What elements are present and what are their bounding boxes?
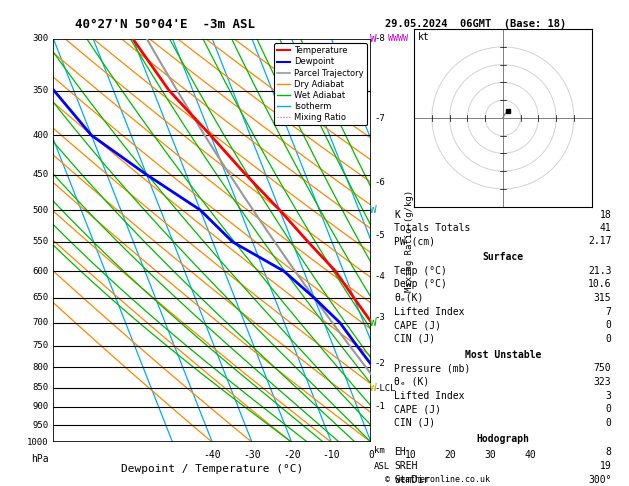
Text: 3: 3 (606, 391, 611, 400)
Text: SREH: SREH (394, 461, 418, 471)
Text: 1000: 1000 (27, 438, 48, 447)
Text: 950: 950 (33, 420, 48, 430)
Text: -LCL: -LCL (374, 384, 396, 394)
Text: -1: -1 (374, 402, 385, 412)
Text: PW (cm): PW (cm) (394, 236, 435, 246)
Text: km: km (374, 446, 385, 455)
Text: -40: -40 (203, 451, 221, 460)
Text: -20: -20 (283, 451, 301, 460)
Text: 0: 0 (606, 334, 611, 344)
Text: 350: 350 (33, 86, 48, 95)
Text: 30: 30 (484, 451, 496, 460)
Text: Dewp (°C): Dewp (°C) (394, 279, 447, 289)
Text: 400: 400 (33, 131, 48, 140)
Text: CIN (J): CIN (J) (394, 334, 435, 344)
Text: Pressure (mb): Pressure (mb) (394, 364, 470, 373)
Text: CIN (J): CIN (J) (394, 418, 435, 428)
Text: CAPE (J): CAPE (J) (394, 404, 442, 414)
Text: K: K (394, 210, 400, 221)
Text: © weatheronline.co.uk: © weatheronline.co.uk (385, 474, 490, 484)
Text: 315: 315 (594, 293, 611, 303)
Text: 0: 0 (606, 418, 611, 428)
Text: 8: 8 (606, 448, 611, 457)
Text: W: W (370, 34, 377, 44)
Text: 40°27'N 50°04'E  -3m ASL: 40°27'N 50°04'E -3m ASL (75, 18, 255, 31)
Text: 450: 450 (33, 170, 48, 179)
Text: W: W (370, 205, 377, 215)
Text: 10: 10 (405, 451, 416, 460)
Text: 323: 323 (594, 377, 611, 387)
Text: -8: -8 (374, 35, 385, 43)
Text: -2: -2 (374, 359, 385, 368)
Text: 550: 550 (33, 238, 48, 246)
Text: W: W (370, 318, 377, 328)
Text: 700: 700 (33, 318, 48, 327)
Text: 21.3: 21.3 (588, 266, 611, 276)
Text: StmDir: StmDir (394, 475, 430, 485)
Text: -6: -6 (374, 177, 385, 187)
Text: -4: -4 (374, 272, 385, 281)
Text: 19: 19 (599, 461, 611, 471)
Text: 40: 40 (524, 451, 536, 460)
Text: kt: kt (418, 32, 430, 42)
Text: Hodograph: Hodograph (476, 434, 530, 444)
Text: 7: 7 (606, 307, 611, 316)
Text: 41: 41 (599, 224, 611, 233)
Text: 0: 0 (606, 320, 611, 330)
Text: 650: 650 (33, 294, 48, 302)
Text: 750: 750 (594, 364, 611, 373)
Text: 500: 500 (33, 206, 48, 214)
Text: W: W (370, 383, 377, 393)
Text: 600: 600 (33, 267, 48, 276)
Text: 20: 20 (445, 451, 457, 460)
Text: θₑ (K): θₑ (K) (394, 377, 430, 387)
Text: WWWW: WWWW (388, 35, 408, 43)
Text: Temp (°C): Temp (°C) (394, 266, 447, 276)
Text: 900: 900 (33, 402, 48, 412)
Text: -30: -30 (243, 451, 261, 460)
Text: 800: 800 (33, 363, 48, 372)
Text: Totals Totals: Totals Totals (394, 224, 470, 233)
Text: 29.05.2024  06GMT  (Base: 18): 29.05.2024 06GMT (Base: 18) (385, 19, 566, 30)
Text: 300°: 300° (588, 475, 611, 485)
Text: Most Unstable: Most Unstable (465, 350, 541, 360)
Text: -7: -7 (374, 114, 385, 122)
Text: EH: EH (394, 448, 406, 457)
Text: θₑ(K): θₑ(K) (394, 293, 424, 303)
Text: 0: 0 (368, 451, 374, 460)
Text: Surface: Surface (482, 252, 523, 262)
Text: Lifted Index: Lifted Index (394, 391, 465, 400)
Text: 850: 850 (33, 383, 48, 392)
Text: -5: -5 (374, 231, 385, 240)
Text: Mixing Ratio (g/kg): Mixing Ratio (g/kg) (404, 190, 414, 292)
Text: 750: 750 (33, 341, 48, 350)
Text: Dewpoint / Temperature (°C): Dewpoint / Temperature (°C) (121, 465, 303, 474)
Text: -10: -10 (323, 451, 340, 460)
Text: hPa: hPa (31, 454, 48, 464)
Text: 300: 300 (33, 35, 48, 43)
Text: 18: 18 (599, 210, 611, 221)
Text: 10.6: 10.6 (588, 279, 611, 289)
Text: 2.17: 2.17 (588, 236, 611, 246)
Text: ASL: ASL (374, 463, 391, 471)
Text: 0: 0 (606, 404, 611, 414)
Legend: Temperature, Dewpoint, Parcel Trajectory, Dry Adiabat, Wet Adiabat, Isotherm, Mi: Temperature, Dewpoint, Parcel Trajectory… (274, 43, 367, 125)
Text: CAPE (J): CAPE (J) (394, 320, 442, 330)
Text: Lifted Index: Lifted Index (394, 307, 465, 316)
Text: -3: -3 (374, 313, 385, 322)
